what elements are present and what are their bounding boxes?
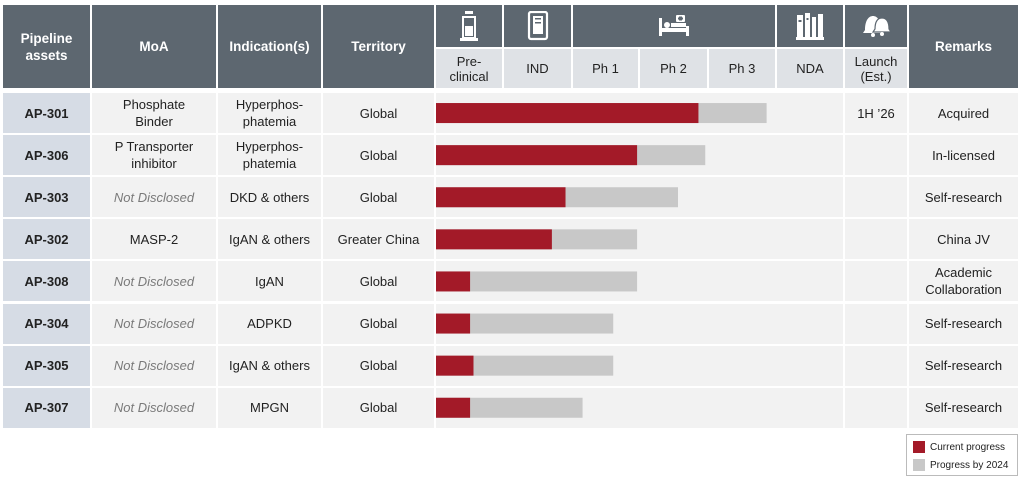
- moa-cell: MASP-2: [92, 219, 216, 260]
- launch-cell: [845, 345, 907, 386]
- indication-cell: Hyperphos-phatemia: [218, 93, 321, 134]
- header-remarks: Remarks: [909, 5, 1018, 88]
- remarks-cell: Self-research: [909, 303, 1018, 344]
- hospital-bed-icon: [573, 5, 775, 47]
- indication-cell: IgAN: [218, 261, 321, 302]
- document-icon: [504, 5, 571, 47]
- asset-name: AP-303: [3, 177, 90, 218]
- indication-cell: MPGN: [218, 387, 321, 428]
- asset-name: AP-304: [3, 303, 90, 344]
- indication-cell: IgAN & others: [218, 219, 321, 260]
- territory-cell: Global: [323, 345, 434, 386]
- remarks-cell: Self-research: [909, 387, 1018, 428]
- territory-cell: Global: [323, 135, 434, 176]
- header-moa: MoA: [92, 5, 216, 88]
- asset-name: AP-307: [3, 387, 90, 428]
- timeline-band: [436, 219, 843, 260]
- legend-item-current: Current progress: [913, 441, 1005, 453]
- remarks-cell: In-licensed: [909, 135, 1018, 176]
- stage-header-launch-est: Launch (Est.): [845, 49, 907, 88]
- asset-name: AP-306: [3, 135, 90, 176]
- stage-header-pre-clinical: Pre-clinical: [436, 49, 502, 88]
- indication-cell: IgAN & others: [218, 345, 321, 386]
- header-pipeline-assets: Pipeline assets: [3, 5, 90, 88]
- territory-cell: Global: [323, 387, 434, 428]
- pipeline-table: Pipeline assets MoA Indication(s) Territory…: [3, 5, 1020, 428]
- launch-cell: [845, 387, 907, 428]
- timeline-band: [436, 135, 843, 176]
- timeline-band: [436, 387, 843, 428]
- territory-cell: Global: [323, 177, 434, 218]
- timeline-band: [436, 345, 843, 386]
- remarks-cell: Self-research: [909, 345, 1018, 386]
- asset-name: AP-302: [3, 219, 90, 260]
- bell-icon: [845, 5, 907, 47]
- launch-cell: [845, 177, 907, 218]
- timeline-band: [436, 303, 843, 344]
- moa-cell: Not Disclosed: [92, 261, 216, 302]
- legend-label-target: Progress by 2024: [930, 459, 1009, 471]
- moa-cell: Not Disclosed: [92, 345, 216, 386]
- header-territory: Territory: [323, 5, 434, 88]
- stage-header-ph-2: Ph 2: [640, 49, 707, 88]
- remarks-cell: Academic Collaboration: [909, 261, 1018, 302]
- indication-cell: ADPKD: [218, 303, 321, 344]
- territory-cell: Greater China: [323, 219, 434, 260]
- books-icon: [777, 5, 843, 47]
- launch-cell: [845, 135, 907, 176]
- legend-swatch-current: [913, 441, 925, 453]
- legend: Current progress Progress by 2024: [906, 434, 1018, 476]
- moa-cell: Not Disclosed: [92, 303, 216, 344]
- legend-label-current: Current progress: [930, 441, 1006, 453]
- moa-cell: Phosphate Binder: [92, 93, 216, 134]
- launch-cell: [845, 303, 907, 344]
- launch-cell: 1H ’26: [845, 93, 907, 134]
- launch-cell: [845, 261, 907, 302]
- territory-cell: Global: [323, 261, 434, 302]
- moa-cell: P Transporter inhibitor: [92, 135, 216, 176]
- stage-header-ind: IND: [504, 49, 571, 88]
- flask-icon: [436, 5, 502, 47]
- moa-cell: Not Disclosed: [92, 177, 216, 218]
- asset-name: AP-301: [3, 93, 90, 134]
- asset-name: AP-305: [3, 345, 90, 386]
- header-indications: Indication(s): [218, 5, 321, 88]
- legend-swatch-target: [913, 459, 925, 471]
- moa-cell: Not Disclosed: [92, 387, 216, 428]
- stage-header-ph-1: Ph 1: [573, 49, 638, 88]
- stage-header-nda: NDA: [777, 49, 843, 88]
- territory-cell: Global: [323, 93, 434, 134]
- indication-cell: Hyperphos-phatemia: [218, 135, 321, 176]
- asset-name: AP-308: [3, 261, 90, 302]
- timeline-band: [436, 177, 843, 218]
- timeline-band: [436, 261, 843, 302]
- remarks-cell: China JV: [909, 219, 1018, 260]
- legend-item-target: Progress by 2024: [913, 459, 1008, 471]
- remarks-cell: Self-research: [909, 177, 1018, 218]
- timeline-band: [436, 93, 843, 134]
- indication-cell: DKD & others: [218, 177, 321, 218]
- launch-cell: [845, 219, 907, 260]
- remarks-cell: Acquired: [909, 93, 1018, 134]
- stage-header-ph-3: Ph 3: [709, 49, 775, 88]
- territory-cell: Global: [323, 303, 434, 344]
